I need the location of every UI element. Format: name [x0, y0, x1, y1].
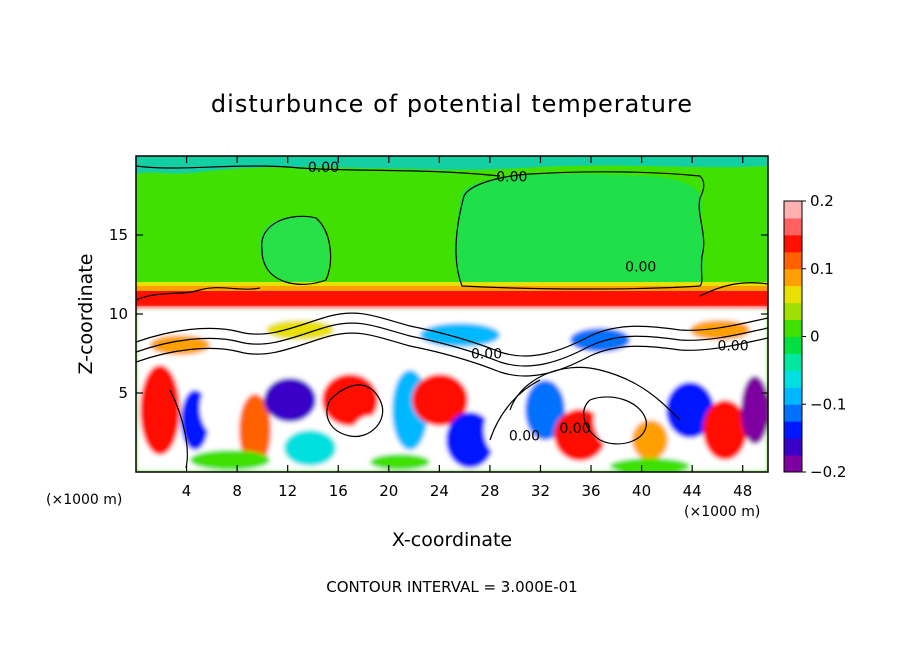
turbulent-cell — [266, 320, 334, 340]
contour-line — [136, 332, 768, 377]
contour-lines — [136, 165, 768, 469]
anomaly-region-left — [259, 216, 329, 283]
colorbar-swatch — [784, 370, 802, 388]
contour-label: 0.00 — [308, 160, 339, 176]
colorbar-tick-label: −0.2 — [810, 463, 846, 481]
x-tick-label: 32 — [531, 482, 550, 500]
turbulent-cell — [632, 420, 668, 460]
contour-label: 0.00 — [496, 170, 527, 186]
x-tick-label: 4 — [182, 482, 192, 500]
colorbar-tick-label: 0.1 — [810, 260, 834, 278]
contour-line — [136, 165, 501, 177]
colorbar-swatch — [784, 455, 802, 473]
contour-label: 0.00 — [625, 260, 656, 276]
turbulent-cell — [484, 400, 536, 460]
turbulent-cell — [741, 376, 768, 444]
turbulent-cell — [350, 416, 390, 464]
colorbar-tick-label: 0 — [810, 328, 820, 346]
turbulent-cell — [264, 378, 316, 422]
x-tick-label: 40 — [632, 482, 651, 500]
x-unit-right: (×1000 m) — [684, 504, 760, 520]
contour-label: 0.00 — [717, 339, 748, 355]
x-tick-label: 24 — [430, 482, 449, 500]
contour-labels: 0.00 0.00 0.00 0.00 0.00 0.00 0.00 — [308, 160, 749, 445]
turbulent-cell — [190, 450, 270, 470]
x-axis-label: X-coordinate — [392, 529, 512, 551]
contour-label: 0.00 — [559, 421, 590, 437]
x-tick-label: 48 — [733, 482, 752, 500]
contour-line — [699, 282, 768, 297]
contour-label: 0.00 — [509, 429, 540, 445]
y-tick-label: 15 — [109, 226, 128, 244]
turbulent-cell — [610, 458, 690, 472]
upper-cyan-band — [136, 156, 768, 174]
turbulent-cell — [554, 409, 606, 461]
x-tick-label: 8 — [232, 482, 242, 500]
contour-line — [455, 171, 705, 290]
contour-line — [326, 384, 384, 438]
turbulent-cell — [703, 400, 747, 460]
turbulent-cell — [412, 374, 468, 426]
anomaly-region-right — [454, 173, 704, 289]
contour-line — [136, 322, 768, 367]
x-unit-left: (×1000 m) — [46, 492, 122, 508]
x-tick-label: 12 — [278, 482, 297, 500]
contour-line — [583, 396, 647, 445]
turbulent-cell — [200, 378, 244, 438]
turbulent-cell — [666, 382, 714, 438]
y-axis-label: Z-coordinate — [75, 254, 97, 375]
y-tick-label: 5 — [118, 384, 128, 402]
red-layer — [136, 290, 768, 308]
yellow-layer — [136, 282, 768, 286]
turbulent-cell — [370, 454, 430, 470]
colorbar-swatch — [784, 336, 802, 354]
colorbar-swatch — [784, 404, 802, 422]
contour-line — [261, 215, 332, 285]
turbulent-cell — [570, 328, 630, 352]
turbulent-zone — [136, 308, 768, 472]
turbulent-cell — [150, 335, 210, 355]
colorbar-tick-label: 0.2 — [810, 192, 834, 210]
turbulent-cell — [525, 380, 565, 440]
colorbar-swatch — [784, 268, 802, 287]
turbulent-cell — [446, 412, 494, 468]
colorbar-swatch — [784, 387, 802, 405]
colorbar-swatch — [784, 319, 802, 337]
colorbar-swatch — [784, 217, 802, 236]
turbulent-cell — [284, 430, 336, 466]
contour-label: 0.00 — [471, 347, 502, 363]
contour-line — [136, 287, 261, 301]
x-tick-label: 44 — [683, 482, 702, 500]
contour-line — [489, 379, 541, 441]
orange-layer — [136, 286, 768, 291]
turbulent-cell — [239, 394, 271, 466]
contour-line — [169, 389, 188, 469]
colorbar-swatch — [784, 234, 802, 253]
colorbar-swatch — [784, 285, 802, 304]
x-tick-label: 36 — [581, 482, 600, 500]
y-tick-label: 10 — [109, 305, 128, 323]
x-tick-label: 20 — [379, 482, 398, 500]
plot-area: 0.00 0.00 0.00 0.00 0.00 0.00 0.00 — [136, 156, 768, 472]
colorbar-swatch — [784, 438, 802, 456]
contour-line — [509, 366, 681, 421]
colorbar-swatch — [784, 251, 802, 270]
colorbar-swatch — [784, 353, 802, 371]
x-tick-label: 28 — [480, 482, 499, 500]
turbulent-cell — [322, 374, 378, 426]
colorbar-swatch — [784, 201, 802, 219]
contour-line — [136, 312, 768, 357]
contour-interval-note: CONTOUR INTERVAL = 3.000E-01 — [326, 578, 577, 596]
colorbar-tick-label: −0.1 — [810, 395, 846, 413]
chart-title: disturbunce of potential temperature — [211, 90, 693, 118]
colorbar-swatch — [784, 421, 802, 439]
turbulent-cell — [140, 365, 180, 455]
colorbar: 0.2 0.1 0 −0.1 −0.2 — [783, 192, 846, 481]
colorbar-swatch — [784, 302, 802, 321]
x-axis: 4 8 12 16 20 24 28 32 36 40 44 48 — [182, 156, 752, 500]
turbulent-cell — [420, 323, 500, 347]
y-axis: 5 10 15 — [109, 226, 768, 402]
x-tick-label: 16 — [329, 482, 348, 500]
